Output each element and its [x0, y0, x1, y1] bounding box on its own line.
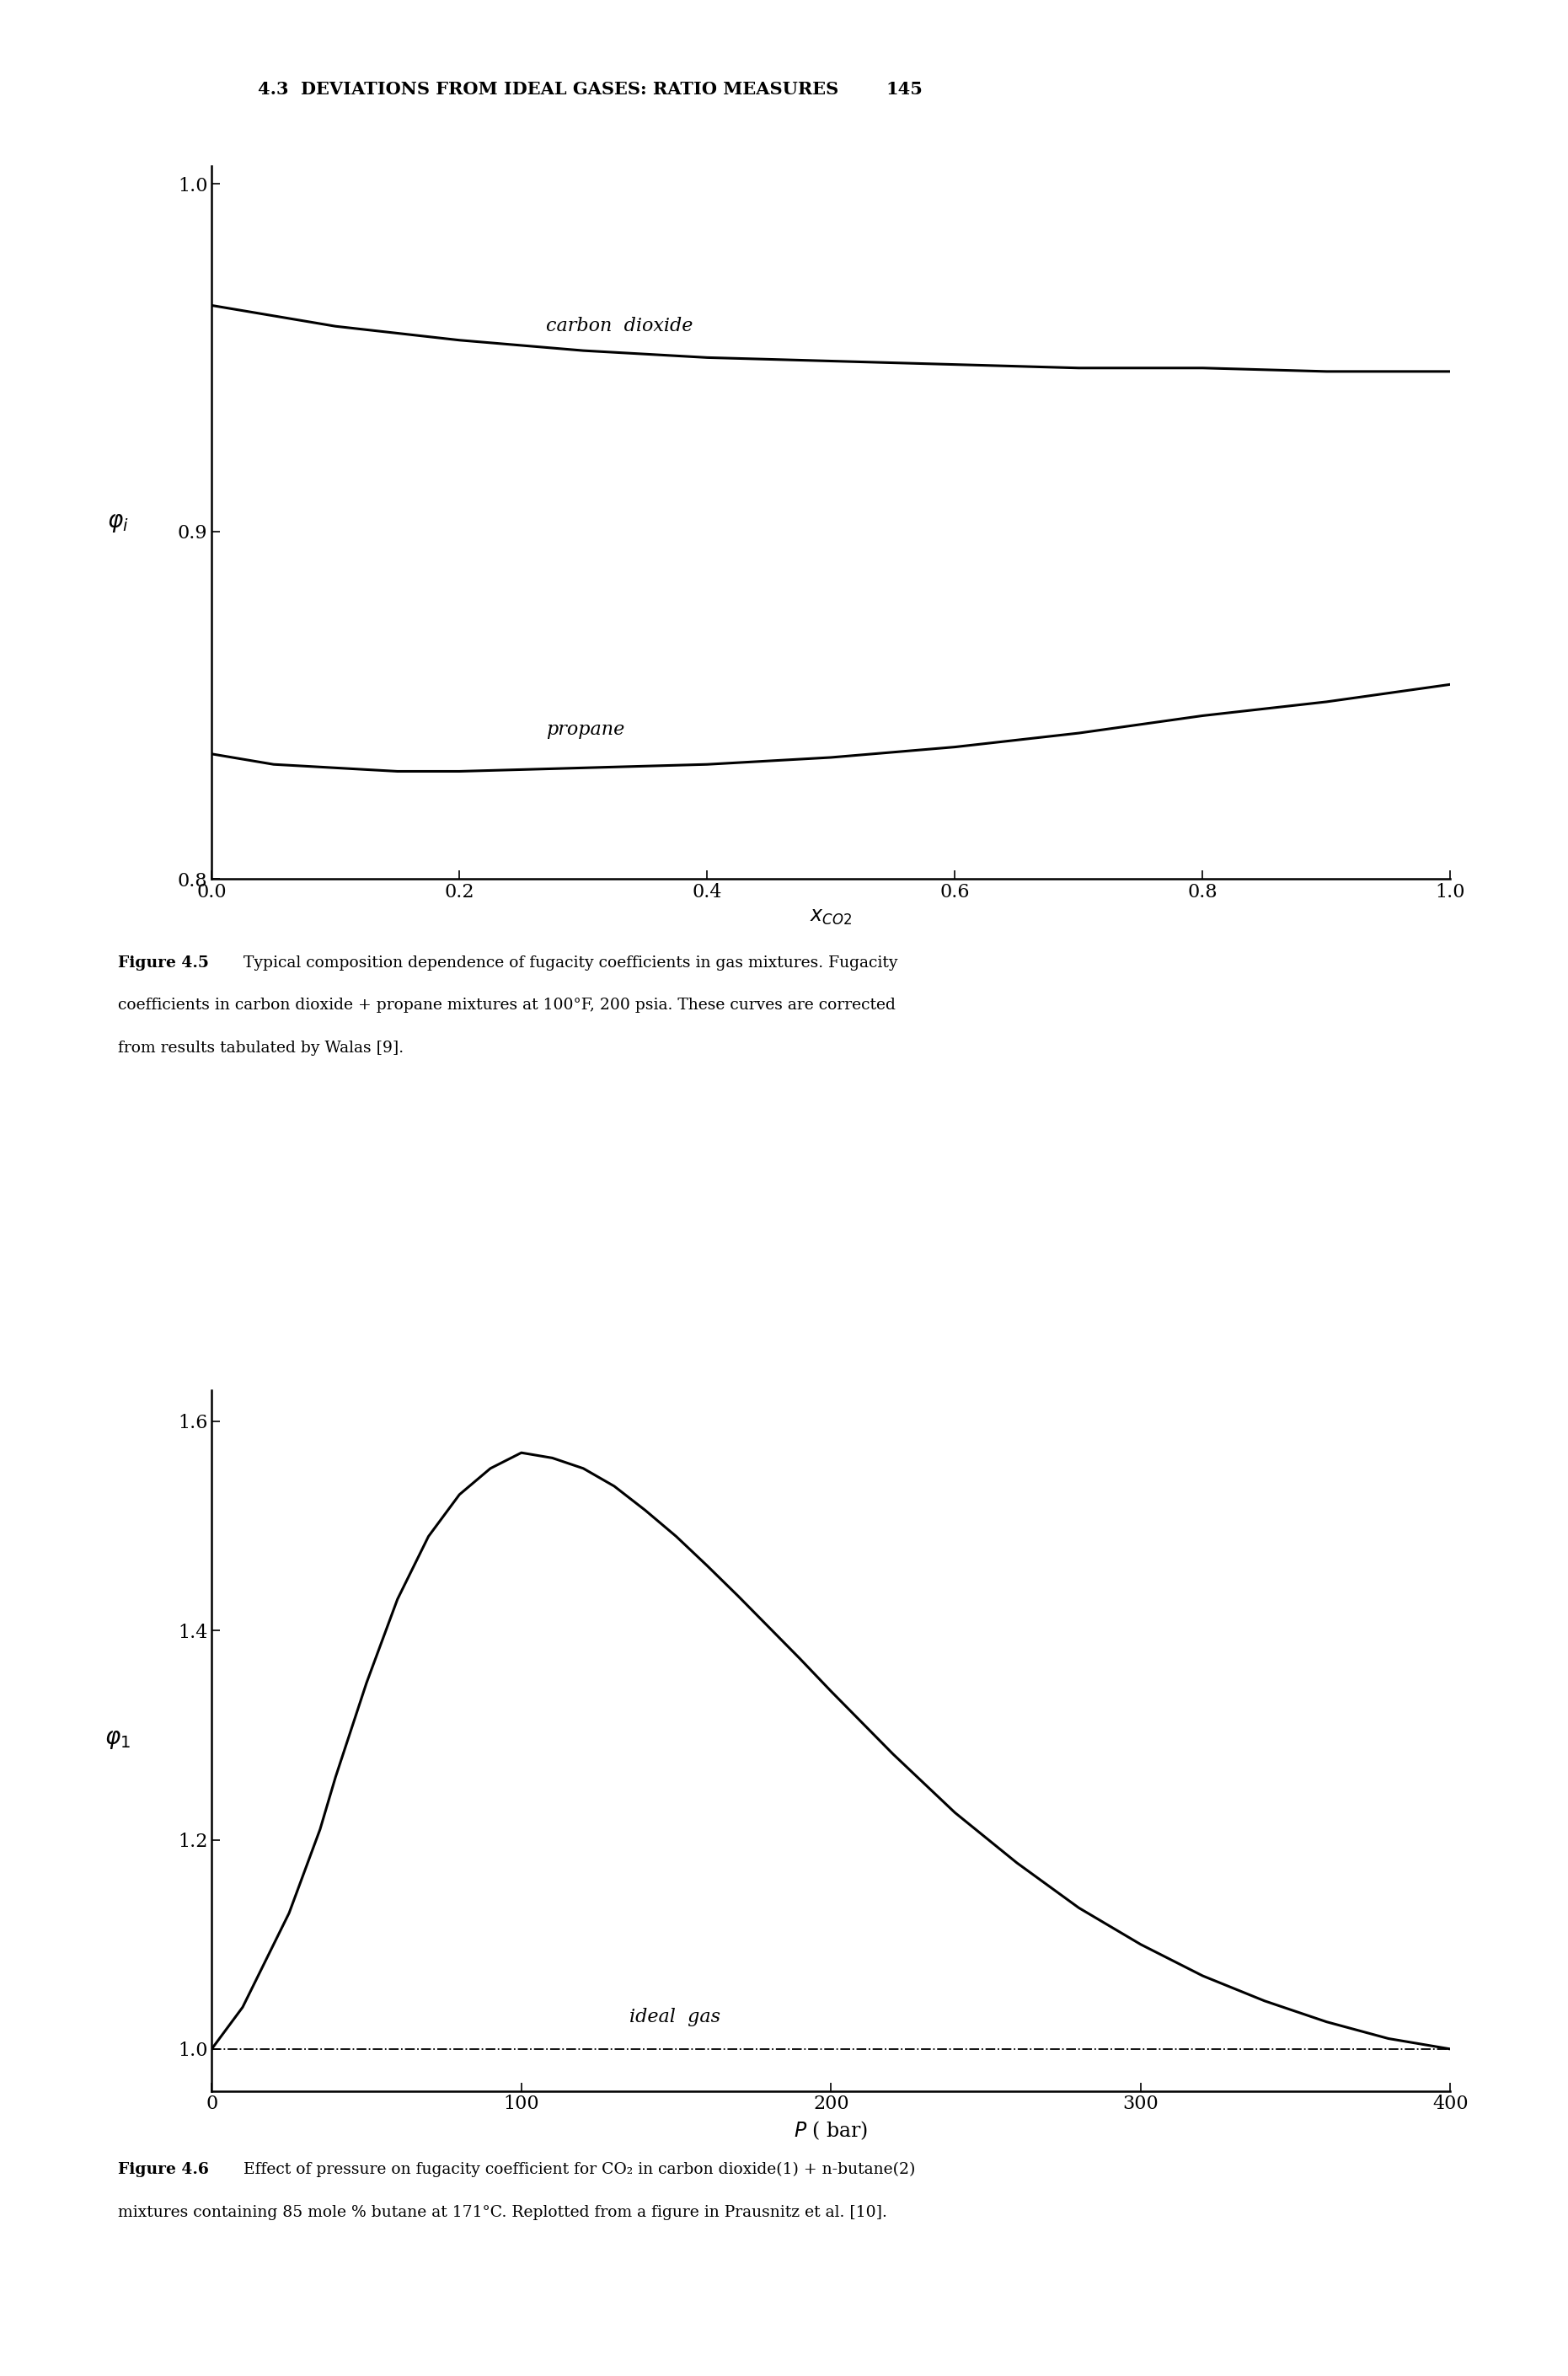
Text: Figure 4.6: Figure 4.6: [118, 2162, 209, 2176]
Text: Figure 4.5: Figure 4.5: [118, 955, 209, 969]
Text: 145: 145: [886, 81, 924, 97]
Text: Typical composition dependence of fugacity coefficients in gas mixtures. Fugacit: Typical composition dependence of fugaci…: [234, 955, 898, 969]
Text: ideal  gas: ideal gas: [630, 2008, 721, 2027]
Text: propane: propane: [546, 720, 624, 739]
Text: $\varphi_1$: $\varphi_1$: [105, 1727, 130, 1751]
Text: Effect of pressure on fugacity coefficient for CO₂ in carbon dioxide(1) + n-buta: Effect of pressure on fugacity coefficie…: [234, 2162, 916, 2176]
Text: from results tabulated by Walas [9].: from results tabulated by Walas [9].: [118, 1041, 403, 1055]
Text: carbon  dioxide: carbon dioxide: [546, 316, 693, 335]
Text: $x_{CO2}$: $x_{CO2}$: [811, 908, 851, 927]
Text: 4.3  DEVIATIONS FROM IDEAL GASES: RATIO MEASURES: 4.3 DEVIATIONS FROM IDEAL GASES: RATIO M…: [259, 81, 839, 97]
Text: mixtures containing 85 mole % butane at 171°C. Replotted from a figure in Prausn: mixtures containing 85 mole % butane at …: [118, 2205, 887, 2219]
Text: $P$ ( bar): $P$ ( bar): [793, 2119, 869, 2141]
Text: $\varphi_i$: $\varphi_i$: [107, 511, 129, 535]
Text: coefficients in carbon dioxide + propane mixtures at 100°F, 200 psia. These curv: coefficients in carbon dioxide + propane…: [118, 998, 895, 1012]
